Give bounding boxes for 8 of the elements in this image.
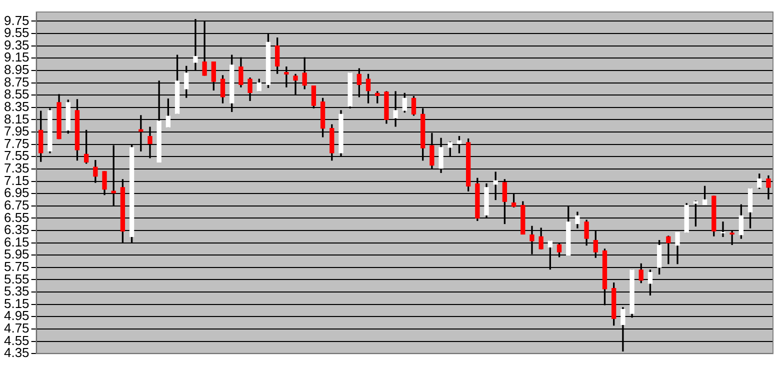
y-tick-label: 7.55 [4,148,30,164]
y-tick-label: 4.95 [4,308,30,324]
y-tick-label: 9.15 [4,50,30,65]
y-tick-label: 6.55 [4,210,30,225]
y-tick-label: 8.15 [4,111,30,126]
y-tick-label: 5.95 [4,246,30,262]
y-tick-label: 4.35 [4,345,30,360]
y-tick-label: 9.75 [4,12,30,28]
